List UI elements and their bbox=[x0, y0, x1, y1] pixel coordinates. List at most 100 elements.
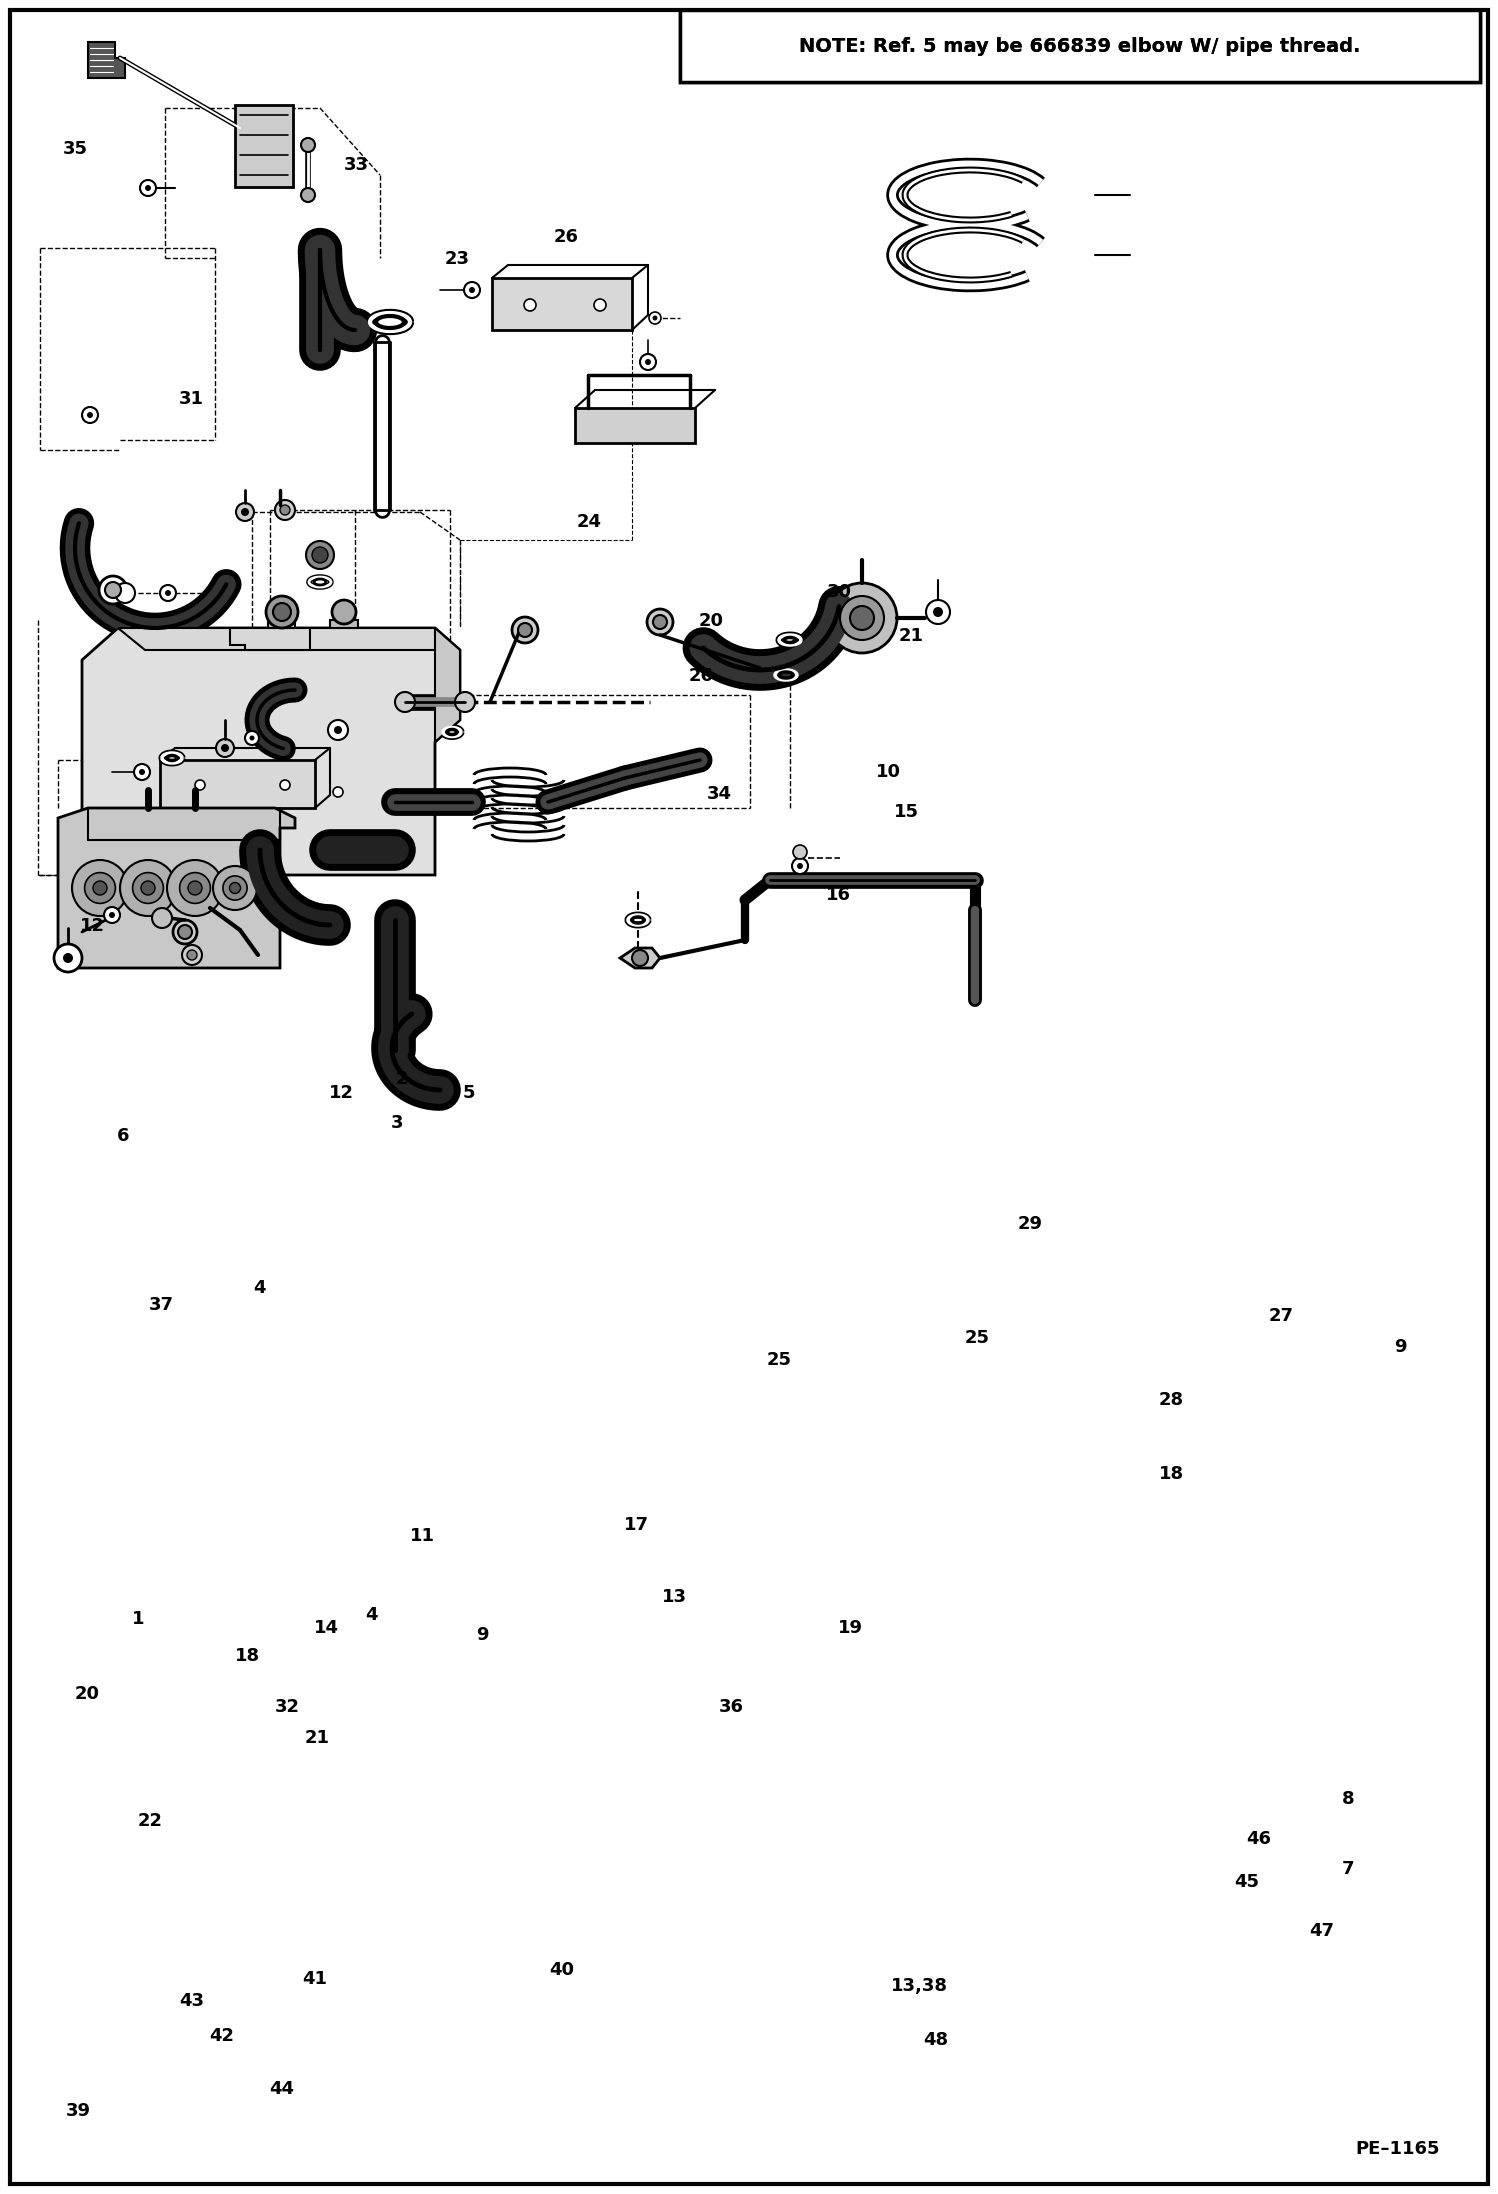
Text: 4: 4 bbox=[253, 1279, 265, 1297]
Circle shape bbox=[109, 913, 115, 917]
Polygon shape bbox=[491, 279, 632, 329]
Text: 13,38: 13,38 bbox=[891, 1977, 948, 1994]
Circle shape bbox=[246, 731, 259, 746]
Circle shape bbox=[926, 599, 950, 623]
Circle shape bbox=[267, 597, 298, 627]
Circle shape bbox=[145, 184, 151, 191]
Circle shape bbox=[395, 691, 415, 713]
Circle shape bbox=[797, 862, 803, 869]
Text: 39: 39 bbox=[66, 2102, 90, 2119]
Circle shape bbox=[306, 542, 334, 568]
Circle shape bbox=[189, 882, 202, 895]
Circle shape bbox=[105, 581, 121, 599]
Text: 18: 18 bbox=[1159, 1466, 1183, 1483]
Text: 45: 45 bbox=[1234, 1874, 1258, 1891]
Circle shape bbox=[280, 781, 291, 790]
Circle shape bbox=[464, 283, 479, 298]
Circle shape bbox=[195, 781, 205, 790]
Text: 3: 3 bbox=[391, 1115, 403, 1132]
Circle shape bbox=[640, 353, 656, 371]
Text: 21: 21 bbox=[899, 627, 923, 645]
Circle shape bbox=[455, 691, 475, 713]
Text: NOTE: Ref. 5 may be 666839 elbow W/ pipe thread.: NOTE: Ref. 5 may be 666839 elbow W/ pipe… bbox=[800, 37, 1360, 55]
Circle shape bbox=[250, 735, 255, 742]
Polygon shape bbox=[160, 759, 315, 807]
Text: 9: 9 bbox=[476, 1626, 488, 1643]
Text: 12: 12 bbox=[330, 1084, 354, 1101]
Circle shape bbox=[133, 873, 163, 904]
Circle shape bbox=[87, 412, 93, 419]
Polygon shape bbox=[118, 627, 460, 649]
Polygon shape bbox=[620, 948, 661, 968]
Text: 12: 12 bbox=[81, 917, 105, 935]
Text: 29: 29 bbox=[1019, 1215, 1043, 1233]
Text: 16: 16 bbox=[827, 886, 851, 904]
Text: 9: 9 bbox=[1395, 1338, 1407, 1356]
Text: 22: 22 bbox=[138, 1812, 162, 1830]
Circle shape bbox=[276, 500, 295, 520]
Text: 26: 26 bbox=[689, 667, 713, 685]
Circle shape bbox=[139, 180, 156, 195]
Circle shape bbox=[792, 845, 807, 860]
Circle shape bbox=[595, 298, 607, 312]
Text: 25: 25 bbox=[965, 1330, 989, 1347]
Bar bbox=[235, 105, 294, 186]
Circle shape bbox=[328, 720, 348, 739]
Text: 31: 31 bbox=[180, 391, 204, 408]
Circle shape bbox=[72, 860, 127, 917]
Text: 35: 35 bbox=[63, 140, 87, 158]
Circle shape bbox=[166, 860, 223, 917]
Text: 41: 41 bbox=[303, 1970, 327, 1988]
Text: 20: 20 bbox=[700, 612, 724, 630]
Circle shape bbox=[280, 505, 291, 516]
Text: 19: 19 bbox=[839, 1619, 863, 1637]
Text: 44: 44 bbox=[270, 2080, 294, 2097]
Circle shape bbox=[229, 882, 241, 893]
Text: 15: 15 bbox=[894, 803, 918, 821]
Text: NOTE: Ref. 5 may be 666839 elbow W/ pipe thread.: NOTE: Ref. 5 may be 666839 elbow W/ pipe… bbox=[800, 37, 1360, 55]
Circle shape bbox=[160, 586, 175, 601]
Text: 25: 25 bbox=[767, 1352, 791, 1369]
Circle shape bbox=[632, 950, 649, 965]
Circle shape bbox=[84, 873, 115, 904]
Text: 7: 7 bbox=[1342, 1861, 1354, 1878]
Circle shape bbox=[469, 287, 475, 294]
Text: 34: 34 bbox=[707, 785, 731, 803]
Text: 48: 48 bbox=[924, 2032, 948, 2049]
Polygon shape bbox=[82, 627, 460, 875]
Text: 42: 42 bbox=[210, 2027, 234, 2045]
Circle shape bbox=[333, 599, 357, 623]
Text: 1: 1 bbox=[132, 1610, 144, 1628]
Text: 30: 30 bbox=[827, 584, 851, 601]
Circle shape bbox=[849, 606, 873, 630]
Text: 24: 24 bbox=[577, 513, 601, 531]
Text: 5: 5 bbox=[463, 1084, 475, 1101]
Circle shape bbox=[649, 312, 661, 325]
Circle shape bbox=[93, 882, 106, 895]
Circle shape bbox=[82, 408, 97, 423]
Text: 26: 26 bbox=[554, 228, 578, 246]
Circle shape bbox=[827, 584, 897, 654]
Text: 6: 6 bbox=[117, 1128, 129, 1145]
Circle shape bbox=[273, 603, 291, 621]
Circle shape bbox=[120, 860, 175, 917]
Text: 23: 23 bbox=[445, 250, 469, 268]
Text: 32: 32 bbox=[276, 1698, 300, 1716]
Text: 21: 21 bbox=[306, 1729, 330, 1746]
Text: 40: 40 bbox=[550, 1961, 574, 1979]
Polygon shape bbox=[231, 627, 310, 649]
Text: 36: 36 bbox=[719, 1698, 743, 1716]
Text: 46: 46 bbox=[1246, 1830, 1270, 1847]
Polygon shape bbox=[330, 621, 358, 627]
Circle shape bbox=[216, 739, 234, 757]
Circle shape bbox=[115, 584, 135, 603]
Circle shape bbox=[99, 577, 127, 603]
Circle shape bbox=[151, 908, 172, 928]
Text: PE–1165: PE–1165 bbox=[1356, 2139, 1440, 2159]
Text: 47: 47 bbox=[1309, 1922, 1333, 1939]
Circle shape bbox=[840, 597, 884, 641]
Text: 43: 43 bbox=[180, 1992, 204, 2010]
Polygon shape bbox=[88, 42, 124, 79]
Text: 33: 33 bbox=[345, 156, 369, 173]
Text: 10: 10 bbox=[876, 764, 900, 781]
